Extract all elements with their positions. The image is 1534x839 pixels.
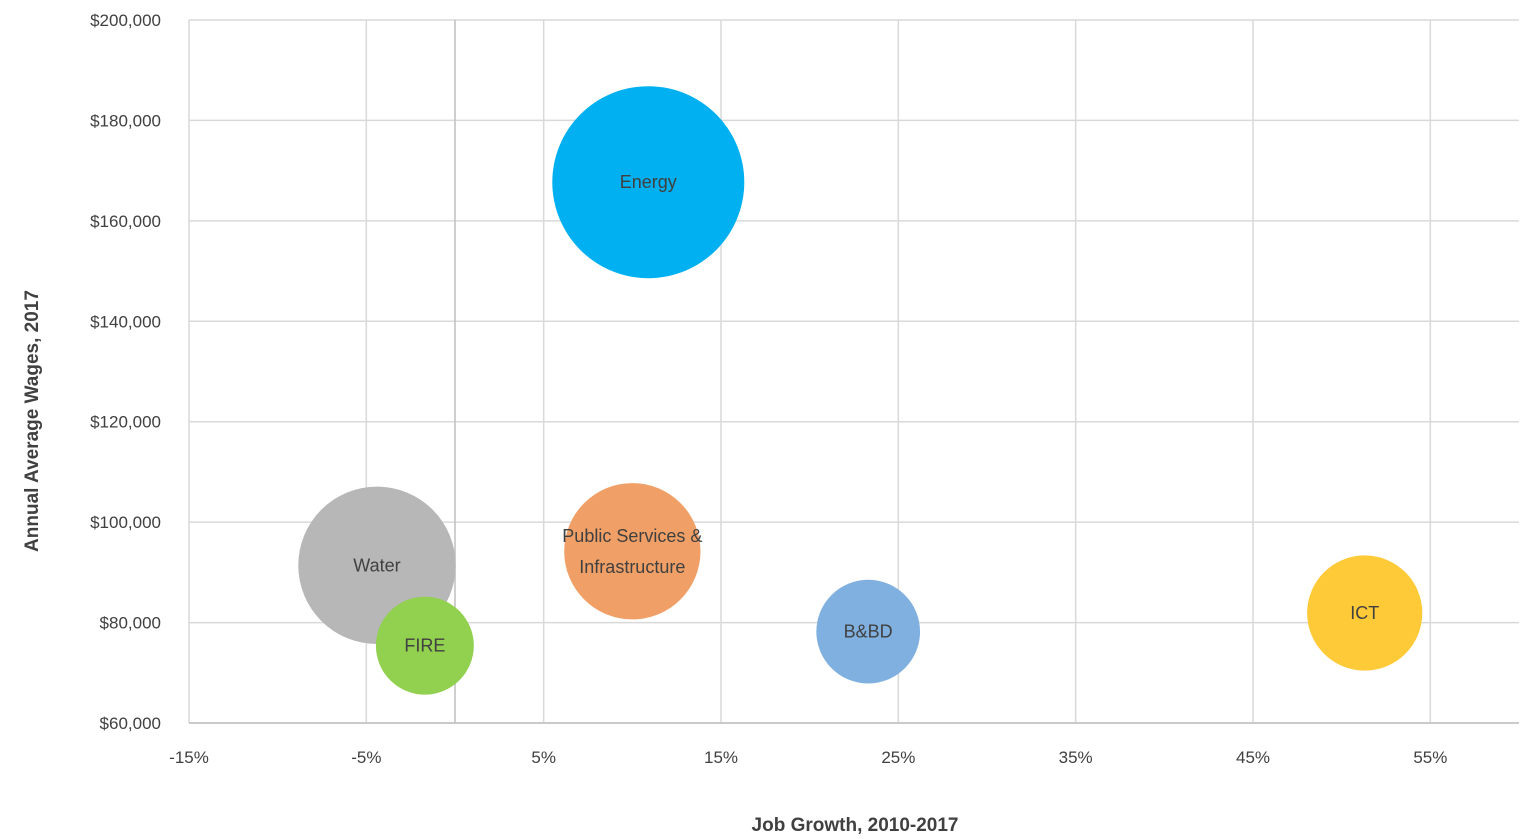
y-tick-label: $140,000: [90, 312, 161, 331]
x-tick-labels: -15% -5% 5% 15% 25% 35% 45% 55%: [169, 748, 1447, 767]
x-tick-label: -15%: [169, 748, 209, 767]
bubble-public-services-and-infrastructure: [564, 483, 701, 620]
x-axis-title: Job Growth, 2010-2017: [752, 815, 959, 836]
bubble-label-water: Water: [353, 555, 400, 575]
y-tick-label: $100,000: [90, 513, 161, 532]
bubble-labels: Energy Water Public Services & Infrastructu…: [353, 172, 1379, 655]
bubble-energy: [552, 86, 745, 279]
x-tick-label: 5%: [531, 748, 556, 767]
x-tick-label: 35%: [1059, 748, 1093, 767]
x-tick-label: 15%: [704, 748, 738, 767]
y-tick-label: $200,000: [90, 11, 161, 30]
bubbles: [298, 86, 1423, 695]
x-tick-label: -5%: [351, 748, 381, 767]
bubble-label-ict: ICT: [1350, 603, 1379, 623]
y-tick-label: $160,000: [90, 212, 161, 231]
bubble-fire: [375, 596, 474, 695]
y-tick-label: $80,000: [100, 614, 161, 633]
bubble-ict: [1307, 555, 1423, 671]
bubble-bandbd: [816, 579, 921, 684]
y-tick-label: $180,000: [90, 111, 161, 130]
bubble-label-energy: Energy: [620, 172, 677, 192]
x-tick-label: 55%: [1413, 748, 1447, 767]
bubble-label-bandbd: B&BD: [844, 622, 893, 642]
y-tick-labels: $60,000 $80,000 $100,000 $120,000 $140,000 $1…: [90, 11, 161, 733]
x-tick-label: 45%: [1236, 748, 1270, 767]
bubble-label-public-services-and-infrastructure: Public Services & Infrastructure: [562, 526, 702, 577]
bubble-label-fire: FIRE: [404, 636, 445, 656]
x-tick-label: 25%: [881, 748, 915, 767]
y-tick-label: $120,000: [90, 413, 161, 432]
axes: [189, 20, 1519, 724]
y-tick-label: $60,000: [100, 714, 161, 733]
y-axis-title: Annual Average Wages, 2017: [22, 290, 43, 552]
